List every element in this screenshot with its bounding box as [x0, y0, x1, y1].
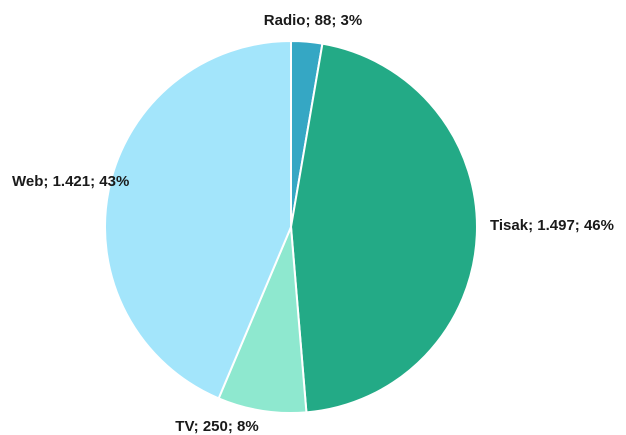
- data-label-radio: Radio; 88; 3%: [264, 12, 362, 29]
- data-label-label: TV;: [175, 418, 203, 435]
- data-label-label: Web;: [12, 173, 53, 190]
- data-label-percent-text: 3%: [341, 12, 363, 29]
- data-label-percent-text: 46%: [584, 217, 614, 234]
- data-label-value-text: 1.497;: [537, 217, 584, 234]
- pie-slices: [104, 39, 478, 414]
- pie-data-labels: Radio; 88; 3% Tisak; 1.497; 46% TV; 250; 8…: [12, 12, 614, 435]
- data-label-percent-text: 8%: [237, 418, 259, 435]
- data-label-value-text: 250;: [203, 418, 237, 435]
- data-label-value-text: 88;: [315, 12, 341, 29]
- data-label-label: Tisak;: [490, 217, 537, 234]
- data-label-percent-text: 43%: [99, 173, 129, 190]
- pie-slice-web: [104, 39, 292, 400]
- data-label-value-text: 1.421;: [53, 173, 100, 190]
- data-label-label: Radio;: [264, 12, 315, 29]
- pie-slice-tisak: [289, 42, 478, 414]
- data-label-tv: TV; 250; 8%: [175, 418, 258, 435]
- data-label-web: Web; 1.421; 43%: [12, 173, 129, 190]
- data-label-tisak: Tisak; 1.497; 46%: [490, 217, 614, 234]
